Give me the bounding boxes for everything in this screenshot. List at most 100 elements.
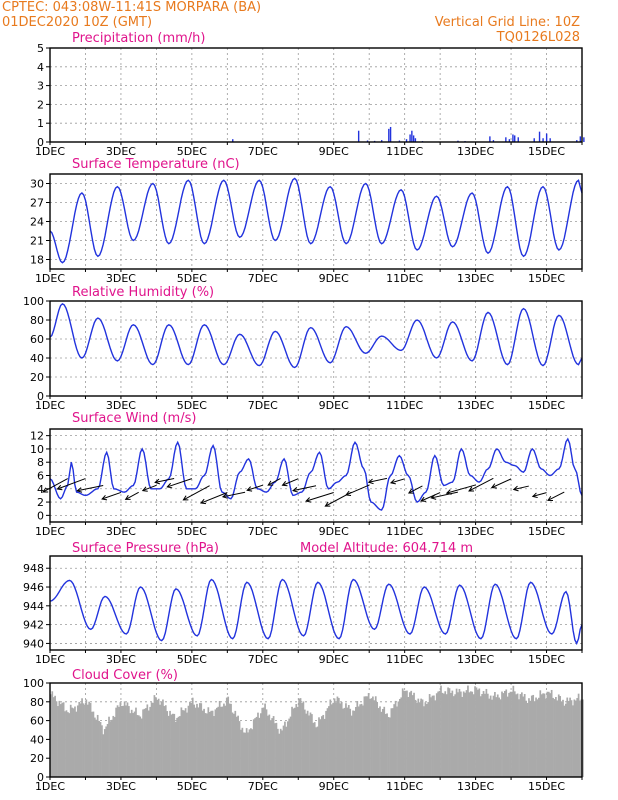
cloud-bar: [81, 698, 83, 777]
x-tick-label: 13DEC: [457, 272, 494, 285]
x-tick-label: 1DEC: [35, 525, 65, 538]
y-tick-label: 60: [30, 715, 44, 728]
precip-bar: [389, 126, 392, 142]
cloud-bar: [190, 702, 193, 777]
cloud-bar: [347, 705, 350, 777]
cloud-bar: [164, 705, 167, 777]
precip-bar: [542, 138, 544, 142]
y-tick-label: 5: [37, 42, 44, 55]
cloud-bar: [440, 685, 442, 777]
cloud-bar: [519, 694, 522, 777]
cloud-bar: [479, 696, 482, 777]
cloud-bar: [573, 699, 576, 777]
wind-arrowhead: [420, 496, 427, 502]
cloud-bar: [380, 711, 383, 777]
cloud-bar: [572, 705, 574, 777]
wind-arrowhead: [490, 483, 497, 489]
cloud-bar: [305, 713, 308, 777]
cloud-bar: [296, 706, 299, 777]
cloud-bar: [159, 704, 161, 777]
cloud-bar: [532, 694, 535, 777]
cloud-bar: [425, 703, 428, 777]
cloud-bar: [340, 701, 343, 777]
cloud-bar: [538, 697, 540, 777]
cloud-bar: [84, 704, 86, 777]
cloud-bar: [294, 707, 296, 777]
cloud-bar: [451, 690, 454, 777]
y-tick-label: 80: [30, 696, 44, 709]
cloud-bar: [172, 713, 174, 777]
cloud-bar: [325, 710, 327, 777]
cloud-bar: [410, 690, 413, 777]
cloud-bar: [194, 707, 197, 777]
cloud-bar: [342, 708, 344, 777]
cloud-bar: [491, 699, 493, 777]
cloud-bar: [320, 716, 323, 777]
cloud-bar: [220, 706, 222, 777]
x-tick-label: 15DEC: [528, 272, 565, 285]
cloud-bar: [132, 713, 135, 777]
cloud-bar: [265, 709, 268, 777]
precip-bar: [357, 130, 360, 142]
x-tick-label: 7DEC: [248, 399, 278, 412]
cloud-bar: [162, 699, 164, 777]
cloud-bar: [458, 688, 461, 777]
cloud-bar: [337, 697, 340, 777]
cloud-bar: [468, 692, 471, 777]
cloud-bar: [401, 688, 404, 777]
cloud-bar: [389, 717, 391, 777]
cloud-bar: [496, 694, 499, 777]
cloud-bar: [189, 701, 191, 777]
cloud-bar: [533, 701, 536, 777]
cloud-bar: [174, 721, 177, 777]
cloud-bar: [437, 691, 440, 777]
x-tick-label: 3DEC: [106, 272, 136, 285]
cloud-bar: [406, 690, 408, 777]
wind-arrow: [125, 491, 139, 500]
cloud-bar: [564, 703, 567, 777]
cloud-bar: [284, 721, 286, 777]
cloud-bar: [163, 706, 166, 777]
cloud-bar: [113, 717, 116, 777]
cloud-bar: [295, 703, 298, 777]
cloud-bar: [268, 714, 271, 777]
cloud-bar: [286, 721, 289, 777]
model-altitude: Model Altitude: 604.714 m: [300, 541, 473, 556]
x-tick-label: 5DEC: [177, 145, 207, 158]
wind-arrow: [142, 484, 157, 492]
cloud-bar: [448, 688, 451, 777]
cloud-bar: [495, 697, 498, 777]
cloud-bar: [343, 707, 346, 777]
precip-bar: [409, 134, 411, 142]
x-tick-label: 9DEC: [319, 653, 349, 666]
cloud-bar: [116, 705, 119, 777]
cloud-bar: [242, 732, 245, 777]
wind-arrow: [292, 485, 317, 492]
grid-note: Vertical Grid Line: 10Z: [435, 15, 580, 30]
cloud-bar: [386, 713, 388, 777]
cloud-bar: [281, 730, 283, 777]
wind-arrowhead: [512, 485, 519, 492]
cloud-bar: [356, 701, 359, 777]
wind-arrowhead: [345, 490, 352, 496]
cloud-bar: [369, 698, 371, 777]
cloud-bar: [416, 702, 418, 777]
cloud-bar: [58, 700, 61, 777]
cloud-bar: [230, 703, 232, 777]
cloud-bar: [254, 718, 257, 777]
wind-arrow: [431, 491, 458, 499]
y-tick-label: 100: [23, 295, 44, 308]
cloud-bar: [301, 703, 303, 777]
x-tick-label: 5DEC: [177, 272, 207, 285]
cloud-bar: [474, 686, 476, 777]
panel-cloud-cover: 0 20 40 60 80 100 1DEC 3DEC 5DEC 7DEC 9DEC 11DEC 13D…: [23, 677, 584, 793]
x-tick-label: 9DEC: [319, 399, 349, 412]
cloud-bar: [567, 700, 570, 777]
cloud-bar: [420, 698, 422, 777]
cloud-bar: [381, 709, 384, 777]
x-tick-label: 3DEC: [106, 780, 136, 793]
cloud-bar: [186, 712, 188, 777]
cloud-bar: [204, 713, 207, 777]
